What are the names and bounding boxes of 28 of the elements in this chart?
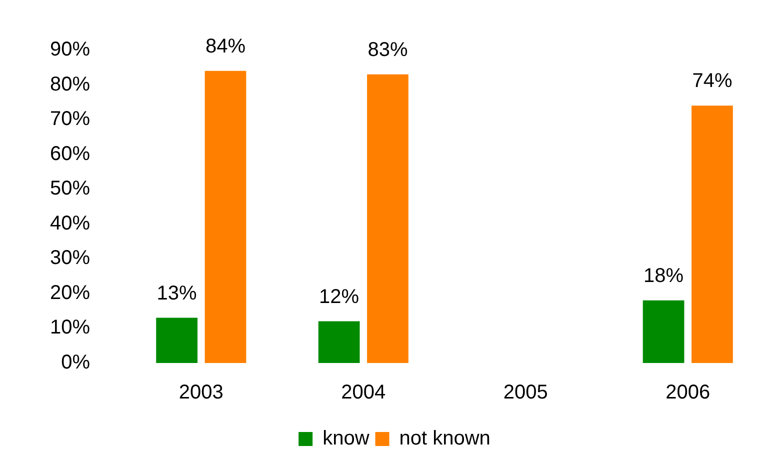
data-label: 13% <box>156 282 198 304</box>
bar <box>367 74 408 363</box>
bar <box>642 300 684 363</box>
data-label: 74% <box>692 70 732 92</box>
y-tick-label: 80% <box>50 73 90 96</box>
y-tick-label: 50% <box>50 178 90 200</box>
legend-label: know <box>322 428 370 450</box>
y-tick-label: 40% <box>50 212 90 234</box>
x-tick-label: 2006 <box>666 382 710 404</box>
y-tick-label: 30% <box>50 247 90 270</box>
data-label: 18% <box>644 264 684 287</box>
y-tick-label: 0% <box>61 352 90 374</box>
y-tick-label: 20% <box>50 282 90 304</box>
y-tick-label: 90% <box>50 38 90 61</box>
legend-label: not known <box>399 428 490 450</box>
bar <box>204 70 246 363</box>
x-tick-label: 2004 <box>341 382 386 404</box>
bar <box>156 318 198 363</box>
data-label: 83% <box>368 38 408 61</box>
bar <box>318 321 360 363</box>
bar <box>692 106 733 363</box>
x-tick-label: 2005 <box>503 382 548 404</box>
y-tick-label: 70% <box>50 108 90 130</box>
x-tick-label: 2003 <box>178 382 224 404</box>
data-label: 84% <box>205 35 246 58</box>
y-tick-label: 60% <box>50 142 90 165</box>
data-label: 12% <box>319 286 360 308</box>
y-tick-label: 10% <box>50 316 90 339</box>
